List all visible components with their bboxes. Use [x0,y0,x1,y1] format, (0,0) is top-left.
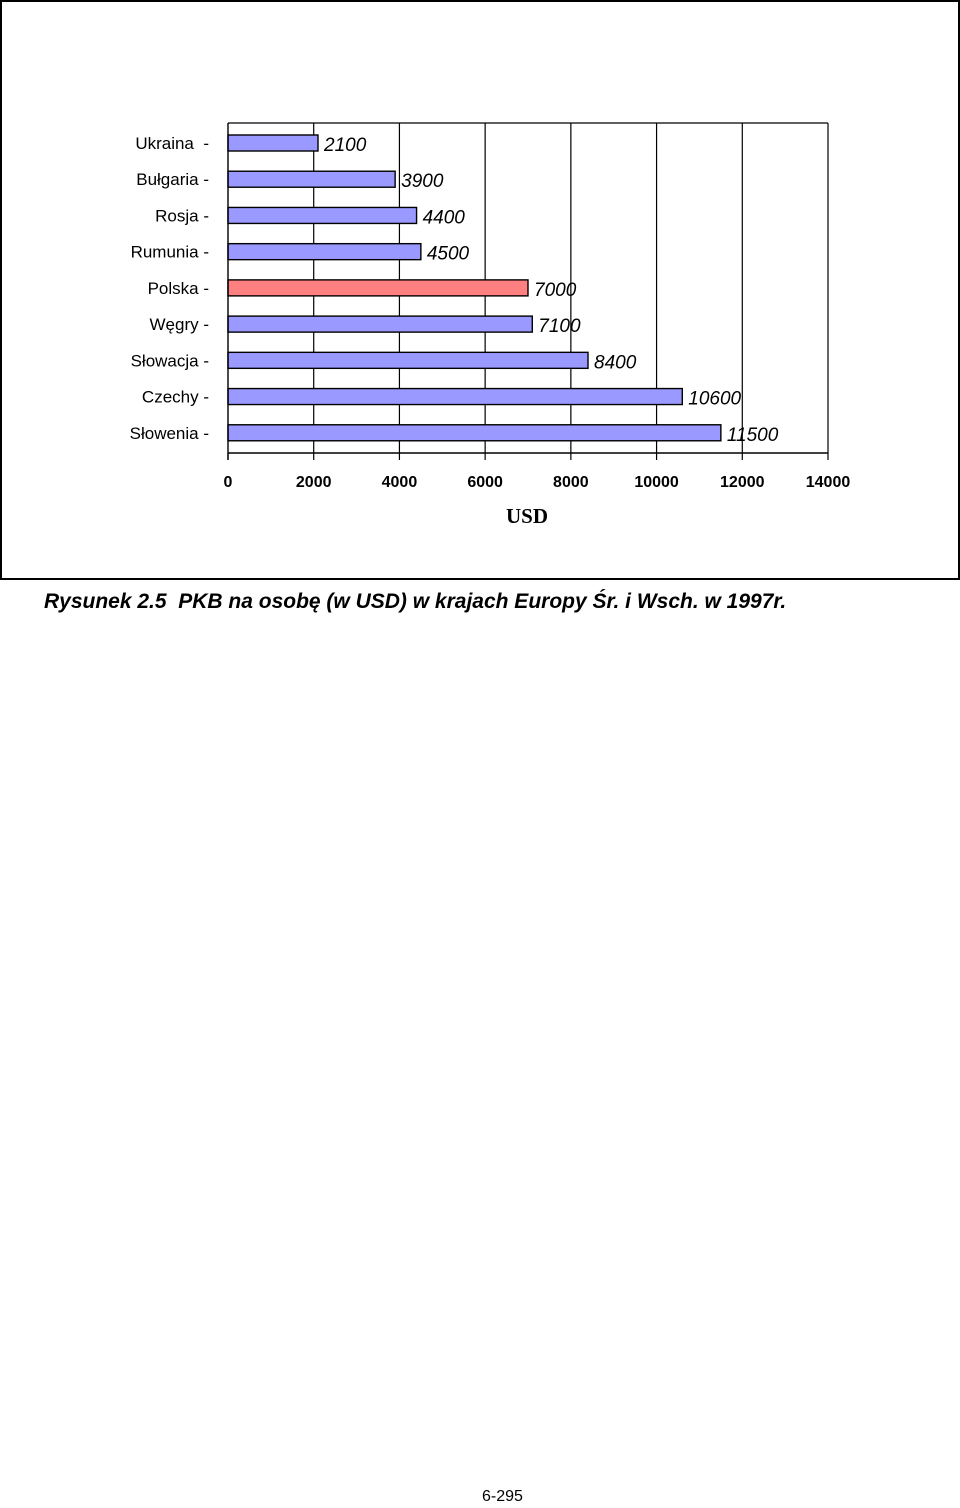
bars [227,134,722,442]
data-label: 3900 [401,171,444,192]
category-label: Słowenia - [130,424,209,443]
data-label: 7000 [534,280,577,301]
category-label: Czechy - [142,388,209,407]
category-label: Bułgaria - [136,170,209,189]
bar-słowenia [227,424,722,442]
x-axis: 0 2000 4000 6000 8000 10000 12000 14000 [224,123,851,491]
x-tick-label: 10000 [634,474,679,491]
bar-ukraina [227,134,319,152]
category-label: Rosja - [155,206,209,225]
data-labels: 2100 3900 4400 4500 7000 7100 8400 10600 11500 [323,135,779,446]
bar-czechy [227,387,683,406]
x-tick-label: 14000 [806,474,851,491]
x-tick-label: 2000 [296,474,332,491]
data-label: 4400 [423,207,466,228]
x-tick-label: 6000 [467,474,503,491]
data-label: 8400 [594,352,637,373]
category-labels: Ukraina - Bułgaria - Rosja - Rumunia - Polsk… [130,134,209,443]
data-label: 7100 [538,316,581,337]
bar-rosja [227,206,418,225]
category-label: Węgry - [150,315,210,334]
category-label: Polska - [148,279,209,298]
x-tick-label: 12000 [720,474,765,491]
page-number: 6-295 [482,1488,523,1505]
x-tick-label: 8000 [553,474,589,491]
data-label: 4500 [427,244,470,265]
chart-frame: 2100 3900 4400 4500 7000 7100 8400 10600 11500 U… [0,0,960,580]
category-label: Słowacja - [131,351,209,370]
bar-chart: 2100 3900 4400 4500 7000 7100 8400 10600 11500 U… [130,122,851,528]
data-label: 11500 [727,425,779,446]
bar-słowacja [227,351,589,370]
x-tick-label: 4000 [382,474,418,491]
x-axis-title: USD [506,504,548,528]
category-label: Ukraina - [135,134,209,153]
bar-bułgaria [227,170,396,188]
data-label: 2100 [323,135,367,156]
bar-rumunia [227,242,422,261]
data-label: 10600 [688,389,741,410]
x-tick-label: 0 [224,474,233,491]
category-label: Rumunia - [131,243,209,262]
figure-caption: Rysunek 2.5 PKB na osobę (w USD) w kraja… [44,590,787,613]
bar-polska [227,279,529,297]
bar-węgry [227,315,533,333]
